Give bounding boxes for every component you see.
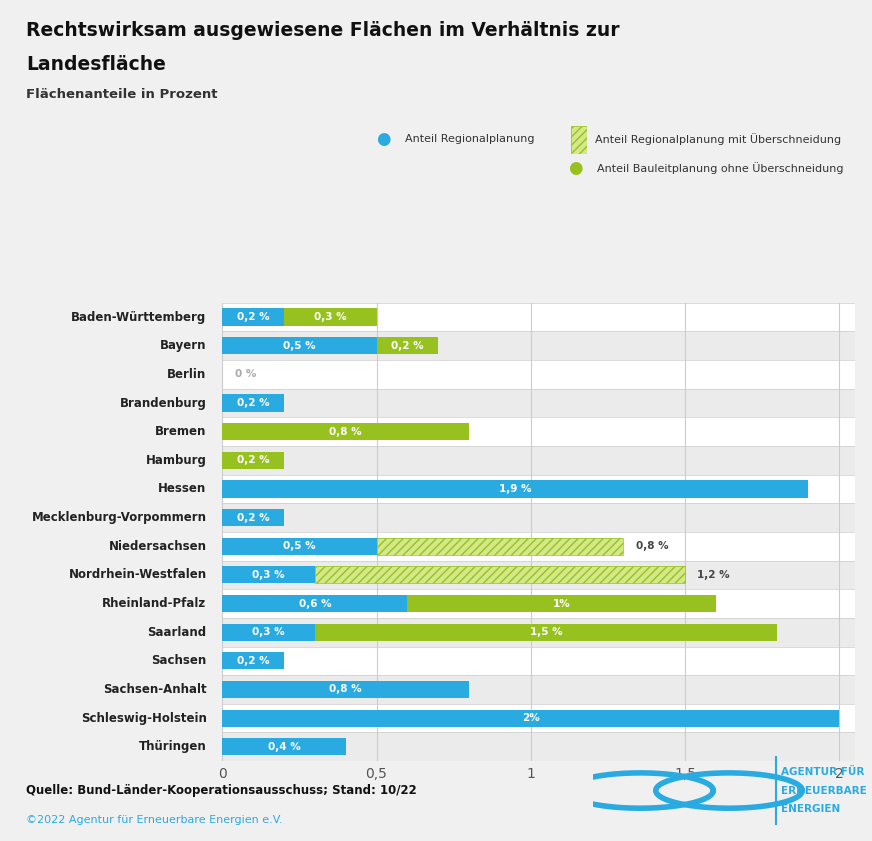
Text: 0,3 %: 0,3 % bbox=[252, 627, 285, 637]
Text: 0,2 %: 0,2 % bbox=[237, 513, 269, 522]
Text: Nordrhein-Westfalen: Nordrhein-Westfalen bbox=[68, 569, 207, 581]
Text: Niedersachsen: Niedersachsen bbox=[108, 540, 207, 553]
Bar bbox=[222, 566, 315, 584]
Bar bbox=[222, 389, 855, 417]
Bar bbox=[222, 675, 855, 704]
Text: 0,8 %: 0,8 % bbox=[330, 426, 362, 436]
Text: 1%: 1% bbox=[553, 599, 570, 609]
Bar bbox=[315, 566, 685, 584]
Bar bbox=[315, 566, 685, 584]
Bar bbox=[222, 595, 407, 612]
Bar bbox=[222, 331, 855, 360]
Text: 0,3 %: 0,3 % bbox=[314, 312, 346, 322]
Text: Sachsen: Sachsen bbox=[152, 654, 207, 668]
Text: 0,8 %: 0,8 % bbox=[636, 542, 668, 551]
Text: ●: ● bbox=[569, 159, 582, 177]
Text: 0,2 %: 0,2 % bbox=[237, 312, 269, 322]
Bar bbox=[407, 595, 716, 612]
Bar bbox=[222, 423, 469, 441]
Bar bbox=[222, 624, 315, 641]
Bar bbox=[222, 647, 855, 675]
Text: 1,5 %: 1,5 % bbox=[530, 627, 562, 637]
Text: Quelle: Bund-Länder-Kooperationsausschuss; Stand: 10/22: Quelle: Bund-Länder-Kooperationsausschus… bbox=[26, 784, 417, 797]
Bar bbox=[377, 337, 439, 354]
Bar bbox=[222, 681, 469, 698]
Text: 0,3 %: 0,3 % bbox=[252, 570, 285, 580]
Text: 0,2 %: 0,2 % bbox=[237, 398, 269, 408]
Text: 0,6 %: 0,6 % bbox=[298, 599, 331, 609]
Text: Saarland: Saarland bbox=[147, 626, 207, 638]
Bar bbox=[222, 309, 284, 325]
Bar bbox=[222, 503, 855, 532]
Text: 2%: 2% bbox=[521, 713, 540, 723]
Bar bbox=[377, 537, 623, 555]
Bar bbox=[222, 509, 284, 526]
Text: 0,2 %: 0,2 % bbox=[391, 341, 424, 351]
Text: Brandenburg: Brandenburg bbox=[119, 396, 207, 410]
Text: Anteil Regionalplanung mit Überschneidung: Anteil Regionalplanung mit Überschneidun… bbox=[595, 133, 841, 145]
Bar bbox=[222, 710, 839, 727]
Bar bbox=[222, 704, 855, 733]
Text: 0,8 %: 0,8 % bbox=[330, 685, 362, 695]
Bar bbox=[222, 653, 284, 669]
Text: Anteil Regionalplanung: Anteil Regionalplanung bbox=[405, 134, 535, 144]
Bar bbox=[222, 532, 855, 561]
Text: Landesfläche: Landesfläche bbox=[26, 55, 166, 74]
Text: 0,5 %: 0,5 % bbox=[283, 542, 316, 551]
Text: Berlin: Berlin bbox=[167, 368, 207, 381]
Bar bbox=[222, 394, 284, 411]
Bar bbox=[222, 590, 855, 618]
Text: ●: ● bbox=[377, 130, 391, 148]
Bar bbox=[377, 537, 623, 555]
Text: Flächenanteile in Prozent: Flächenanteile in Prozent bbox=[26, 88, 218, 101]
Text: Anteil Bauleitplanung ohne Überschneidung: Anteil Bauleitplanung ohne Überschneidun… bbox=[597, 162, 844, 174]
Text: 1,9 %: 1,9 % bbox=[499, 484, 532, 494]
Text: Mecklenburg-Vorpommern: Mecklenburg-Vorpommern bbox=[31, 511, 207, 524]
Text: Thüringen: Thüringen bbox=[139, 740, 207, 754]
Text: 0,2 %: 0,2 % bbox=[237, 656, 269, 666]
Bar bbox=[222, 446, 855, 474]
Bar bbox=[222, 417, 855, 446]
Text: Schleswig-Holstein: Schleswig-Holstein bbox=[81, 711, 207, 725]
Bar bbox=[222, 480, 808, 498]
Bar bbox=[222, 474, 855, 503]
Text: ERNEUERBARE: ERNEUERBARE bbox=[781, 785, 867, 796]
Bar bbox=[315, 624, 778, 641]
Bar bbox=[222, 733, 855, 761]
Bar bbox=[222, 738, 345, 755]
Text: AGENTUR FÜR: AGENTUR FÜR bbox=[781, 767, 865, 777]
Text: Hessen: Hessen bbox=[159, 483, 207, 495]
Text: Bayern: Bayern bbox=[160, 339, 207, 352]
Bar bbox=[222, 618, 855, 647]
Text: ENERGIEN: ENERGIEN bbox=[781, 804, 841, 814]
Text: Rheinland-Pfalz: Rheinland-Pfalz bbox=[102, 597, 207, 610]
Bar bbox=[284, 309, 377, 325]
Text: Bremen: Bremen bbox=[155, 426, 207, 438]
Text: 0,4 %: 0,4 % bbox=[268, 742, 301, 752]
Text: Rechtswirksam ausgewiesene Flächen im Verhältnis zur: Rechtswirksam ausgewiesene Flächen im Ve… bbox=[26, 21, 620, 40]
Bar bbox=[222, 561, 855, 590]
Bar bbox=[222, 360, 855, 389]
Bar bbox=[222, 303, 855, 331]
Text: ©2022 Agentur für Erneuerbare Energien e.V.: ©2022 Agentur für Erneuerbare Energien e… bbox=[26, 815, 283, 825]
Text: 1,2 %: 1,2 % bbox=[698, 570, 730, 580]
Text: Hamburg: Hamburg bbox=[146, 454, 207, 467]
Text: Sachsen-Anhalt: Sachsen-Anhalt bbox=[103, 683, 207, 696]
Text: 0 %: 0 % bbox=[235, 369, 256, 379]
Bar bbox=[222, 337, 377, 354]
Text: 0,5 %: 0,5 % bbox=[283, 341, 316, 351]
Bar bbox=[222, 452, 284, 469]
Bar bbox=[222, 537, 377, 555]
Text: Baden-Württemberg: Baden-Württemberg bbox=[72, 310, 207, 324]
Text: 0,2 %: 0,2 % bbox=[237, 455, 269, 465]
